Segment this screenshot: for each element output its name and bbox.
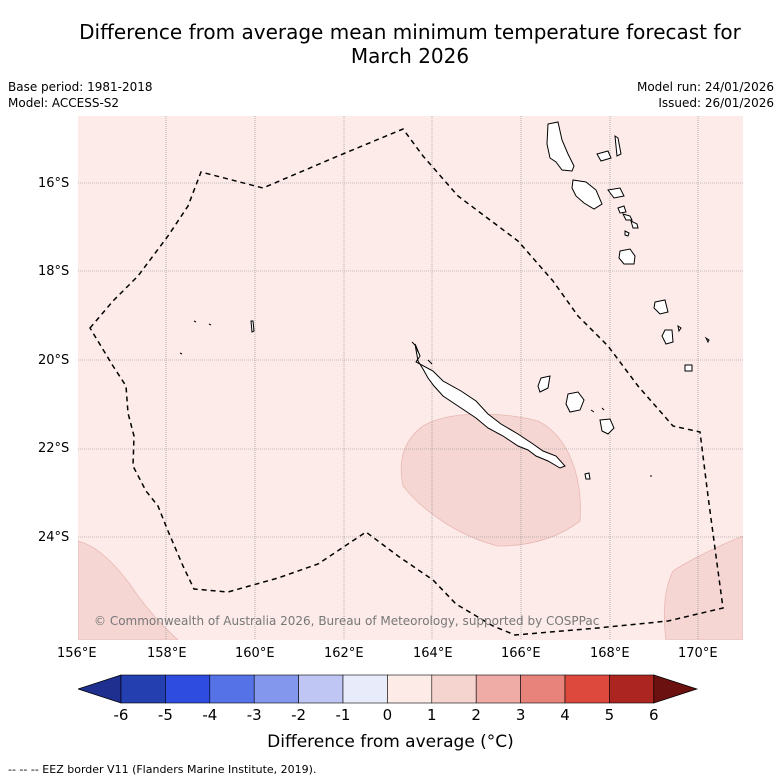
colorbar-tick-label: 3: [515, 706, 526, 724]
meta-left: Base period: 1981-2018 Model: ACCESS-S2: [8, 79, 153, 111]
colorbar-tick-label: 4: [560, 706, 570, 724]
lon-label-164e: 164°E: [413, 646, 453, 661]
colorbar-segment: [609, 674, 655, 704]
chesterfield-islet: [250, 320, 255, 333]
colorbar-tick-label: -3: [246, 706, 262, 724]
colorbar-tick-label: 6: [649, 706, 659, 724]
aneityum-island: [684, 364, 693, 372]
model-name: Model: ACCESS-S2: [8, 96, 120, 110]
colorbar-tick-label: -5: [157, 706, 173, 724]
title-line-2: March 2026: [350, 44, 470, 68]
colorbar-extend-low: [76, 674, 122, 704]
colorbar-segment: [475, 674, 521, 704]
maewo-island: [596, 150, 612, 162]
map-svg: [78, 116, 743, 640]
colorbar-tick-label: -1: [335, 706, 351, 724]
isle-of-pines: [584, 472, 591, 480]
colorbar-segment: [564, 674, 610, 704]
base-period: Base period: 1981-2018: [8, 80, 153, 94]
meta-right: Model run: 24/01/2026 Issued: 26/01/2026: [637, 79, 774, 111]
colorbar-extend-high: [653, 674, 699, 704]
tanna-island: [661, 329, 674, 345]
colorbar: [76, 674, 705, 704]
lon-label-170e: 170°E: [678, 646, 718, 661]
belep-islands: [411, 341, 419, 353]
lon-label-160e: 160°E: [235, 646, 275, 661]
eez-border: [89, 128, 724, 636]
tongoa-island: [622, 213, 633, 221]
lat-label-20s: 20°S: [38, 353, 70, 368]
gridlines: [78, 116, 743, 640]
title-line-1: Difference from average mean minimum tem…: [79, 20, 741, 44]
lifou-island: [565, 391, 585, 413]
warm-anomaly-southwest: [78, 540, 179, 640]
pentecost-island: [614, 134, 622, 157]
nc-islet: [427, 359, 433, 365]
ambrym-island: [607, 187, 625, 199]
colorbar-segment: [120, 674, 166, 704]
erromango-island: [653, 299, 669, 315]
espiritu-santo: [546, 121, 575, 172]
colorbar-tick-label: -2: [291, 706, 307, 724]
mare-island: [599, 418, 615, 435]
colorbar-label: Difference from average (°C): [267, 732, 514, 752]
lon-label-166e: 166°E: [501, 646, 541, 661]
colorbar-segment: [253, 674, 299, 704]
lon-label-156e: 156°E: [57, 646, 97, 661]
lat-label-16s: 16°S: [38, 176, 70, 191]
colorbar-segment: [209, 674, 255, 704]
lat-label-18s: 18°S: [38, 264, 70, 279]
loyalty-islets: [590, 407, 605, 413]
lat-label-22s: 22°S: [38, 441, 70, 456]
epi-island: [617, 205, 627, 214]
efate-island: [618, 248, 636, 265]
colorbar-segment: [520, 674, 566, 704]
colorbar-tick-label: 1: [427, 706, 437, 724]
lon-label-158e: 158°E: [147, 646, 187, 661]
copyright-notice: © Commonwealth of Australia 2026, Bureau…: [94, 614, 600, 628]
colorbar-tick-label: 2: [471, 706, 481, 724]
colorbar-segment: [387, 674, 433, 704]
colorbar-tick-label: -6: [113, 706, 129, 724]
colorbar-tick-label: 5: [604, 706, 615, 724]
issued-date: Issued: 26/01/2026: [658, 96, 774, 110]
new-caledonia-island: [414, 343, 566, 469]
colorbar-tick-label: 0: [382, 706, 393, 724]
map-background: [78, 116, 743, 640]
coral-sea-islets: [179, 320, 212, 355]
model-run: Model run: 24/01/2026: [636, 80, 774, 94]
colorbar-segment: [298, 674, 344, 704]
colorbar-segment: [165, 674, 211, 704]
colorbar-svg: [76, 674, 699, 704]
lon-label-162e: 162°E: [324, 646, 364, 661]
lat-label-24s: 24°S: [38, 530, 70, 545]
futuna-islet: [704, 336, 710, 344]
ouvea-island: [537, 375, 551, 393]
colorbar-segment: [342, 674, 388, 704]
warm-anomaly-southeast: [663, 535, 743, 640]
map-panel: [78, 116, 743, 640]
colorbar-segment: [431, 674, 477, 704]
malekula-island: [571, 179, 603, 210]
shepherd-islands: [630, 220, 639, 229]
lon-label-168e: 168°E: [590, 646, 630, 661]
chart-title: Difference from average mean minimum tem…: [40, 20, 780, 68]
eez-footnote: -- -- -- EEZ border V11 (Flanders Marine…: [8, 763, 317, 776]
aniwa-island: [677, 324, 682, 333]
vanuatu-islet: [624, 230, 630, 237]
colorbar-tick-label: -4: [202, 706, 218, 724]
